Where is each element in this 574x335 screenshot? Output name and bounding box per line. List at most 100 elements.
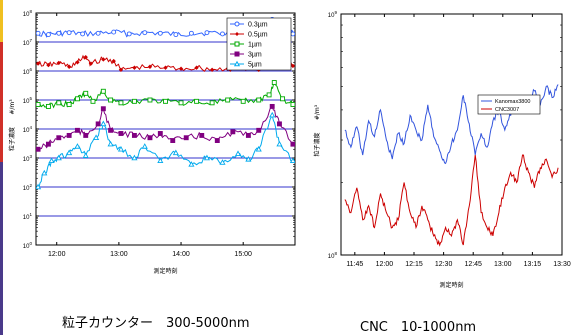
caption-cnc: CNC 10-1000nm [360,320,477,335]
data-point [95,30,101,36]
data-point [157,131,163,136]
data-point [280,96,286,102]
data-point [118,131,124,136]
data-point [56,135,62,141]
data-point [36,146,41,152]
data-point [80,31,86,37]
data-point [178,100,184,106]
accent-bar-top [0,0,3,42]
data-point [118,67,124,72]
series-2 [344,154,559,247]
data-point [45,103,51,109]
data-point [36,61,41,66]
data-point [108,97,114,103]
data-point [209,100,215,106]
data-point [132,65,137,70]
data-point [117,145,125,152]
data-point [290,141,295,147]
data-point [36,30,41,36]
caption-particle-counter: 粒子カウンター 300-5000nm [62,316,250,331]
legend-label: 0.5µm [248,32,268,39]
legend: Kanomax3800 CNC3007 [477,94,541,115]
series-3 [36,80,295,109]
data-point [83,132,89,138]
data-point [75,60,80,65]
data-point [219,159,226,165]
data-point [230,129,236,135]
data-point [172,149,179,156]
data-point [100,106,106,112]
data-point [55,154,62,161]
legend-marker [235,32,239,36]
data-point [256,97,262,103]
data-point [173,32,179,38]
data-point [66,30,72,36]
y-tick-label: 108 [23,9,33,18]
y-axis-unit: #/m³ [314,104,321,120]
data-point [66,64,72,69]
data-point [255,145,262,152]
accent-bar-middle [0,42,3,162]
legend-marker [233,60,241,67]
x-tick-label: 13:30 [553,261,571,268]
y-axis-label: 粒子濃度 [8,127,16,151]
x-tick-label: 13:15 [524,261,542,268]
data-point [36,183,42,190]
legend-label: 0.3µm [248,22,268,29]
data-point [74,143,81,149]
y-tick-label: 104 [23,125,33,134]
data-point [74,96,80,102]
x-tick-label: 14:00 [172,251,190,258]
data-point [131,154,138,161]
data-point [157,157,164,164]
legend-label: 3µm [248,52,262,59]
data-point [131,132,137,138]
data-point [131,98,137,104]
y-tick-label: 102 [23,183,33,192]
data-point [214,138,220,143]
data-point [289,157,295,164]
data-point [93,134,100,140]
data-point [271,80,277,85]
data-point [66,149,73,156]
y-axis-label: 粒子濃度 [313,132,321,156]
data-point [36,102,41,107]
data-point [240,98,246,104]
data-point [234,150,242,157]
y-tick-label: 107 [23,38,33,47]
series-5 [36,111,295,190]
data-point [82,152,89,158]
data-point [45,141,51,147]
data-point [101,57,106,62]
data-point [147,135,153,141]
data-point [100,88,106,94]
data-point [56,60,61,66]
legend-box [477,94,541,115]
x-axis-label: 測定時刻 [153,267,177,275]
data-point [83,90,89,96]
data-point [183,135,189,141]
data-point [95,121,101,127]
data-point [90,98,96,104]
data-point [290,63,295,69]
data-point [256,127,262,133]
data-point [220,31,225,37]
data-point [118,100,124,106]
plot-frame [340,13,563,256]
legend-label: 5µm [248,62,262,69]
data-point [204,30,210,36]
y-tick-label: 109 [328,10,338,19]
data-point [199,132,205,138]
x-axis-label: 測定時刻 [439,281,463,289]
y-tick-label: 106 [23,67,33,76]
data-point [157,30,163,36]
x-tick-label: 15:00 [234,251,252,258]
data-point [66,132,72,138]
chart-2: 108 109 11:45 12:00 12:15 12:30 12:45 13:00 13:1… [313,10,571,289]
x-tick-label: 13:00 [110,251,128,258]
data-point [163,98,168,104]
data-point [108,127,114,133]
y-tick-label: 100 [23,241,33,250]
data-point [41,169,48,176]
